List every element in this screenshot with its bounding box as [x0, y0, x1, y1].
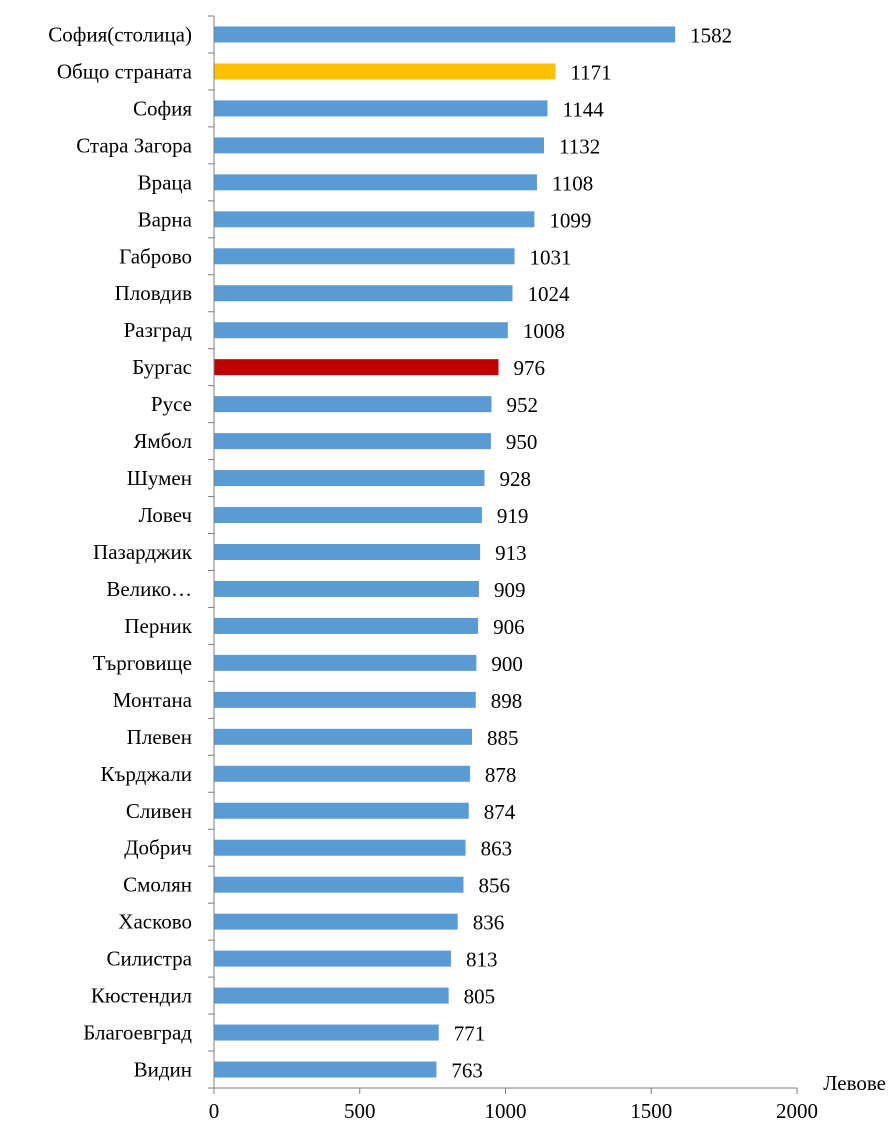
bar: [214, 728, 472, 745]
category-label: Смолян: [123, 873, 192, 897]
bar: [214, 100, 548, 117]
data-label: 771: [454, 1022, 486, 1046]
x-tick-label: 500: [344, 1099, 376, 1123]
data-label: 1031: [530, 245, 572, 269]
data-label: 863: [481, 837, 513, 861]
data-label: 950: [506, 430, 538, 454]
category-label: Монтана: [113, 688, 193, 712]
bar: [214, 322, 508, 339]
data-label: 913: [495, 541, 527, 565]
data-label: 763: [451, 1059, 483, 1083]
bar: [214, 654, 477, 671]
bars-group: [214, 26, 676, 1078]
category-label: Плевен: [127, 725, 192, 749]
bar: [214, 617, 479, 634]
category-label: Търговище: [93, 651, 192, 675]
bar: [214, 765, 470, 782]
bar: [214, 691, 476, 708]
category-label: Стара Загора: [76, 133, 192, 157]
category-label: Добрич: [124, 836, 192, 860]
data-label: 885: [487, 726, 519, 750]
bar: [214, 137, 544, 154]
bar: [214, 913, 458, 930]
data-label: 836: [473, 911, 505, 935]
data-label: 805: [464, 985, 496, 1009]
category-label: Пловдив: [115, 281, 192, 305]
data-label: 1008: [523, 319, 565, 343]
data-label: 898: [491, 689, 522, 713]
category-label: Ямбол: [133, 429, 192, 453]
data-label: 906: [493, 615, 525, 639]
x-tick-label: 2000: [776, 1099, 818, 1123]
data-label: 919: [497, 504, 529, 528]
axes-group: 0 500 1000 1500 2000: [208, 15, 818, 1123]
data-label: 1108: [552, 171, 593, 195]
bar: [214, 26, 676, 43]
category-label: София(столица): [48, 22, 192, 46]
bar: [214, 839, 466, 856]
bar: [214, 433, 491, 450]
category-label: Перник: [124, 614, 192, 638]
category-label: Габрово: [119, 244, 192, 268]
x-tick-label: 1500: [630, 1099, 672, 1123]
bar: [214, 580, 479, 597]
x-axis-unit-label: Левове: [823, 1071, 886, 1095]
category-label: Кърджали: [100, 762, 192, 786]
bar: [214, 359, 499, 376]
data-label: 874: [484, 800, 516, 824]
bar: [214, 396, 492, 413]
data-label: 1171: [570, 60, 611, 84]
bar: [214, 470, 485, 487]
bar: [214, 211, 535, 228]
bar: [214, 950, 451, 967]
bar: [214, 174, 537, 191]
data-label: 900: [491, 652, 522, 676]
category-label: Сливен: [126, 799, 192, 823]
category-label: Благоевград: [83, 1021, 192, 1045]
category-label: Шумен: [127, 466, 192, 490]
category-label: Кюстендил: [91, 984, 192, 1008]
category-label: Хасково: [118, 910, 192, 934]
bar: [214, 63, 556, 80]
category-label: Ловеч: [139, 503, 193, 527]
bar: [214, 544, 481, 560]
category-labels-group: София(столица) Общо страната София Стара За…: [48, 22, 193, 1081]
data-label: 952: [507, 393, 539, 417]
bar: [214, 876, 464, 893]
category-label: Общо страната: [57, 59, 193, 83]
data-label: 909: [494, 578, 526, 602]
bar: [214, 285, 513, 302]
data-label: 1099: [549, 208, 591, 232]
data-label: 878: [485, 763, 517, 787]
data-label: 1132: [559, 134, 600, 158]
category-label: Пазарджик: [93, 540, 193, 564]
bar: [214, 1024, 439, 1041]
category-label: Варна: [138, 207, 193, 231]
x-tick-label: 1000: [485, 1099, 527, 1123]
bar: [214, 1061, 437, 1078]
data-label: 1582: [690, 23, 732, 47]
bar: [214, 802, 469, 819]
x-tick-label: 0: [209, 1099, 220, 1123]
category-label: София: [133, 96, 192, 120]
category-label: Враца: [138, 170, 193, 194]
data-label: 1144: [562, 97, 604, 121]
category-label: Русе: [151, 392, 192, 416]
category-label: Видин: [134, 1058, 192, 1082]
value-labels-group: 1582 1171 1144 1132 1108 1099 1031 1024 1008 976 9…: [451, 23, 732, 1082]
category-label: Бургас: [132, 355, 192, 379]
category-label: Разград: [124, 318, 193, 342]
data-label: 856: [479, 874, 511, 898]
data-label: 976: [514, 356, 546, 380]
bar: [214, 248, 515, 265]
category-label: Велико…: [106, 577, 192, 601]
data-label: 928: [500, 467, 531, 491]
data-label: 1024: [527, 282, 570, 306]
data-label: 813: [466, 948, 498, 972]
bar: [214, 507, 482, 524]
bar: [214, 987, 449, 1004]
category-label: Силистра: [106, 947, 192, 971]
